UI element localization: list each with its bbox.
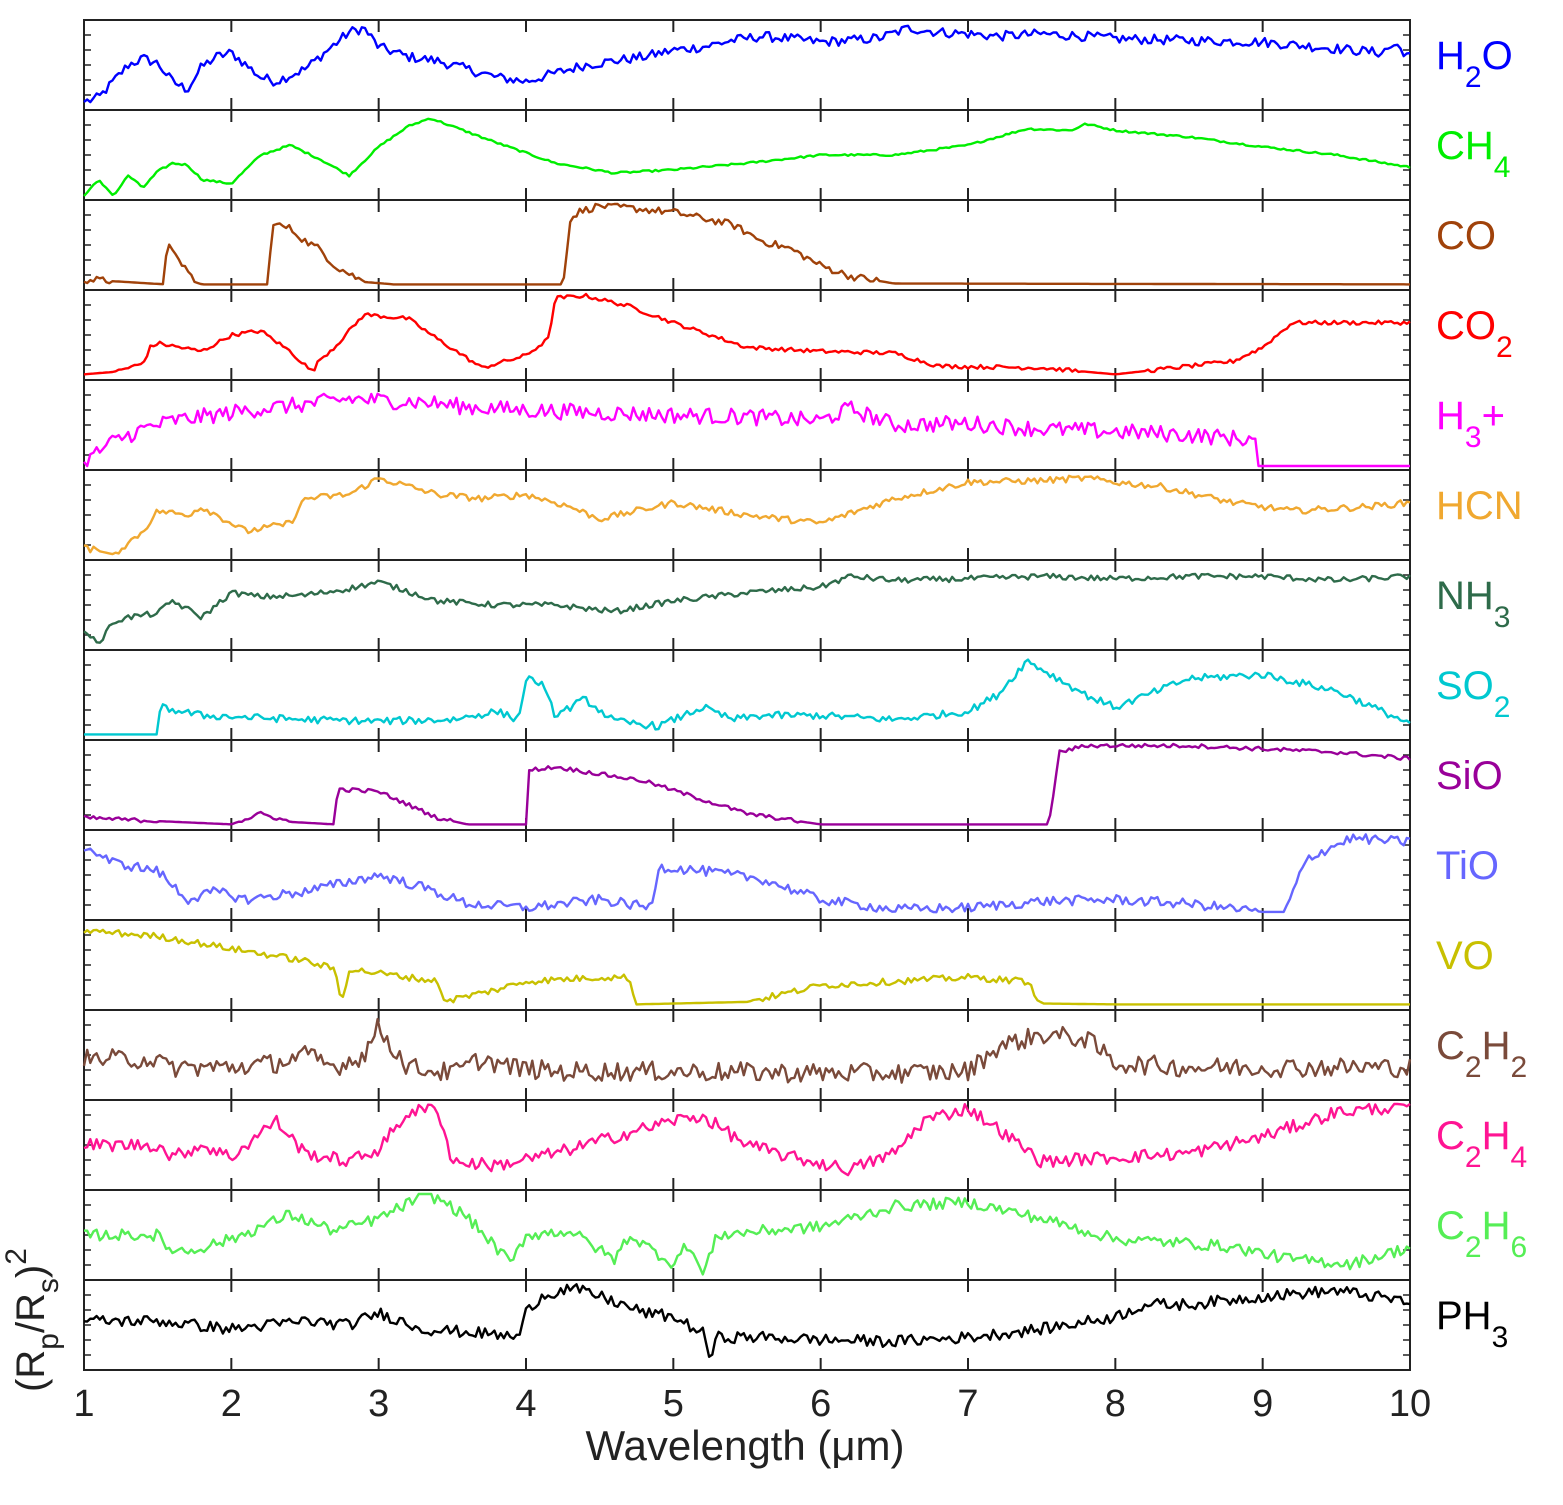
panel-nh3: NH3 — [83, 559, 1510, 651]
series-line-tio — [83, 833, 1411, 914]
panel-frame — [83, 1189, 1411, 1281]
panel-co: CO — [83, 199, 1496, 291]
series-line-sio — [83, 742, 1411, 826]
series-label-h2o: H2O — [1436, 34, 1513, 94]
series-label-ph3: PH3 — [1436, 1294, 1508, 1354]
panel-frame — [83, 289, 1411, 381]
panel-h2o: H2O — [83, 19, 1513, 111]
series-line-ph3 — [83, 1283, 1411, 1358]
series-label-ch4: CH4 — [1436, 124, 1510, 184]
x-tick-label: 10 — [1389, 1383, 1431, 1425]
series-label-c2h2: C2H2 — [1436, 1024, 1527, 1084]
panel-so2: SO2 — [83, 649, 1510, 741]
panel-frame — [83, 559, 1411, 651]
series-line-c2h6 — [83, 1192, 1411, 1276]
panel-frame — [83, 109, 1411, 201]
panel-frame — [83, 379, 1411, 471]
x-axis-label: Wavelength (μm) — [585, 1422, 904, 1469]
panel-tio: TiO — [83, 829, 1499, 921]
panel-co2: CO2 — [83, 289, 1513, 381]
series-label-so2: SO2 — [1436, 664, 1510, 724]
x-tick-label: 6 — [810, 1383, 831, 1425]
x-tick-label: 1 — [73, 1383, 94, 1425]
panel-frame — [83, 649, 1411, 741]
series-line-hcn — [83, 474, 1411, 556]
panel-vo: VO — [83, 919, 1494, 1011]
x-tick-label: 4 — [515, 1383, 536, 1425]
series-label-nh3: NH3 — [1436, 574, 1510, 634]
panel-h3+: H3+ — [83, 379, 1505, 471]
series-line-vo — [83, 928, 1410, 1006]
series-line-c2h2 — [82, 1017, 1412, 1084]
series-line-c2h4 — [83, 1102, 1411, 1177]
series-label-c2h6: C2H6 — [1436, 1204, 1527, 1264]
series-line-nh3 — [83, 572, 1411, 644]
panel-stack: H2O CH4 CO CO2 H3+ HCN NH3 SO2 SiO TiO VO C2H2 C2H4 C… — [82, 19, 1527, 1371]
panel-hcn: HCN — [83, 469, 1523, 561]
series-label-tio: TiO — [1436, 844, 1499, 888]
panel-sio: SiO — [83, 739, 1503, 831]
series-line-h3+ — [83, 392, 1410, 468]
panel-frame — [83, 1009, 1411, 1101]
panel-frame — [83, 919, 1411, 1011]
panel-frame — [83, 199, 1411, 291]
series-line-so2 — [84, 658, 1411, 736]
series-label-c2h4: C2H4 — [1436, 1114, 1527, 1174]
series-label-h3+: H3+ — [1436, 394, 1505, 454]
series-line-co2 — [83, 292, 1411, 376]
panel-c2h6: C2H6 — [83, 1189, 1527, 1281]
x-tick-label: 3 — [368, 1383, 389, 1425]
panel-c2h4: C2H4 — [83, 1099, 1527, 1191]
series-line-h2o — [83, 24, 1411, 104]
series-label-co2: CO2 — [1436, 304, 1513, 364]
x-tick-label: 2 — [221, 1383, 242, 1425]
series-line-co — [83, 202, 1410, 286]
y-axis-label: (Rp/Rs)2 — [0, 1248, 65, 1392]
panel-ph3: PH3 — [83, 1279, 1508, 1371]
series-label-sio: SiO — [1436, 754, 1503, 798]
panel-frame — [83, 19, 1411, 111]
series-label-co: CO — [1436, 214, 1496, 258]
series-label-hcn: HCN — [1436, 484, 1523, 528]
x-tick-labels: 1 2 3 4 5 6 7 8 9 10 — [73, 1383, 1431, 1425]
series-line-ch4 — [83, 117, 1411, 197]
series-label-vo: VO — [1436, 934, 1494, 978]
x-tick-label: 9 — [1252, 1383, 1273, 1425]
x-tick-label: 8 — [1105, 1383, 1126, 1425]
panel-ch4: CH4 — [83, 109, 1510, 201]
panel-frame — [83, 739, 1411, 831]
panel-c2h2: C2H2 — [82, 1009, 1527, 1101]
x-tick-label: 5 — [663, 1383, 684, 1425]
x-tick-label: 7 — [957, 1383, 978, 1425]
panel-frame — [83, 1279, 1411, 1371]
